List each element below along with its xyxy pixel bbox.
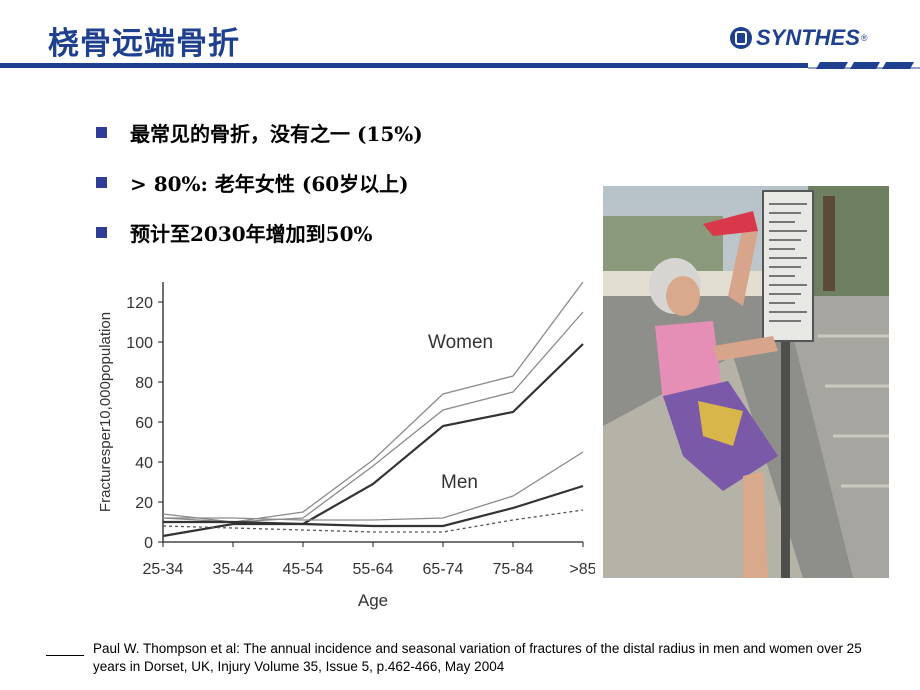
- series-line-women-upper: [162, 281, 584, 523]
- x-axis-title: Age: [358, 591, 388, 610]
- series-line-men-main: [163, 484, 584, 528]
- photo-sign-text-lines: [769, 203, 807, 322]
- bullet-text: 预计至2030年增加到50%: [130, 221, 373, 246]
- bullet-item: 预计至2030年增加到50%: [96, 217, 423, 247]
- y-tick-label: 60: [135, 415, 153, 432]
- y-tick-label: 0: [144, 535, 153, 552]
- page-title: 桡骨远端骨折: [48, 26, 240, 62]
- x-tick-label: 55-64: [353, 561, 394, 578]
- y-tick-label: 20: [135, 495, 153, 512]
- y-tick-label: 40: [135, 455, 153, 472]
- header-rule: [0, 62, 920, 69]
- chart-axes: [158, 282, 584, 547]
- series-line-men-upper: [163, 451, 584, 521]
- registered-mark: ®: [860, 33, 868, 43]
- x-tick-label: >85: [569, 561, 595, 578]
- x-tick-label: 75-84: [493, 561, 534, 578]
- photo-red-shoe: [703, 211, 758, 236]
- reference-rule: [46, 655, 84, 656]
- y-tick-label: 120: [126, 295, 153, 312]
- series-line-women-main: [162, 343, 584, 538]
- bullet-item: 最常见的骨折，没有之一 (15%): [96, 117, 423, 147]
- synthes-logo-icon: [730, 27, 752, 49]
- bullet-text: > 80%: 老年女性 (60岁以上): [130, 171, 409, 196]
- photo-palm-trunk: [823, 196, 835, 291]
- bullet-square-icon: [96, 176, 107, 188]
- photo-skirt-pattern: [698, 401, 743, 446]
- chart-labels: 0 20 40 60 80 100 120 25-34 35-44 45-54 55-64 65-74…: [126, 295, 595, 578]
- logo-text: SYNTHES: [756, 25, 860, 50]
- bullet-square-icon: [96, 126, 107, 138]
- fracture-incidence-chart: 0 20 40 60 80 100 120 25-34 35-44 45-54 55-64 65-74…: [97, 281, 595, 610]
- x-tick-label: 65-74: [423, 561, 464, 578]
- header-rule-stripe: [816, 62, 848, 69]
- photo-raised-leg: [728, 226, 758, 306]
- bullet-list: 最常见的骨折，没有之一 (15%) > 80%: 老年女性 (60岁以上) 预计…: [96, 117, 423, 267]
- series-line-men-dotted: [162, 509, 584, 533]
- photo-sign-pole: [781, 306, 790, 578]
- x-tick-label: 35-44: [213, 561, 254, 578]
- header-rule-bar: [0, 63, 808, 68]
- bullet-text: 最常见的骨折，没有之一 (15%): [130, 121, 423, 146]
- y-axis-title: Fracturesper10,000population: [97, 312, 114, 512]
- header-rule-stripe: [850, 62, 880, 69]
- y-tick-label: 100: [126, 335, 153, 352]
- y-tick-label: 80: [135, 375, 153, 392]
- annotation-men: Men: [441, 472, 478, 493]
- series-line-women-middle: [162, 311, 584, 523]
- photo-curb-stripes: [818, 334, 889, 488]
- x-tick-label: 45-54: [283, 561, 324, 578]
- photo-arm: [713, 336, 778, 361]
- bullet-square-icon: [96, 226, 107, 238]
- synthes-logo: SYNTHES ®: [730, 24, 868, 52]
- elderly-woman-stretching-photo: [603, 186, 889, 578]
- annotation-women: Women: [428, 332, 493, 353]
- photo-palms: [808, 186, 889, 296]
- photo-pink-shirt: [655, 321, 723, 401]
- photo-standing-leg: [743, 471, 768, 578]
- header-rule-stripe: [882, 62, 914, 69]
- reference-citation: Paul W. Thompson et al: The annual incid…: [93, 641, 862, 674]
- photo-face: [666, 276, 700, 316]
- bullet-item: > 80%: 老年女性 (60岁以上): [96, 167, 423, 197]
- chart-lines: [162, 281, 584, 538]
- x-tick-label: 25-34: [143, 561, 184, 578]
